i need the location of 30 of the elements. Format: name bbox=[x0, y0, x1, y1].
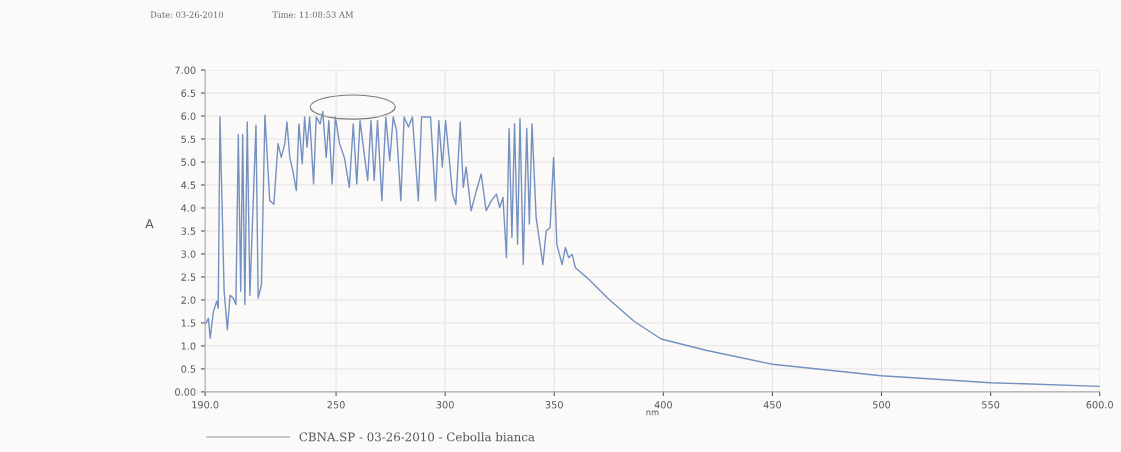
y-tick-label: 3.0 bbox=[181, 250, 196, 258]
text: Date: 03-26-2010 bbox=[150, 11, 224, 18]
y-tick-label: 2.0 bbox=[181, 296, 196, 304]
y-tick-label: 5.0 bbox=[181, 158, 196, 166]
x-tick-label: 190.0 bbox=[192, 401, 219, 409]
line-series bbox=[205, 110, 1100, 388]
x-tick-label: 350 bbox=[545, 401, 563, 409]
x-tick-label: 450 bbox=[763, 401, 782, 409]
y-tick-label: 0.5 bbox=[181, 365, 196, 373]
x-axis-title: nm bbox=[646, 410, 659, 416]
y-tick-label: 0.00 bbox=[175, 388, 196, 396]
y-axis-title: A bbox=[145, 219, 154, 229]
y-tick-label: 5.5 bbox=[181, 135, 196, 143]
x-tick-label: 300 bbox=[436, 401, 454, 409]
y-tick-label: 1.5 bbox=[181, 319, 196, 327]
x-tick-label: 550 bbox=[982, 401, 1000, 409]
y-tick-label: 2.5 bbox=[181, 273, 196, 281]
y-tick-label: 6.5 bbox=[181, 89, 196, 97]
x-tick-label: 600.0 bbox=[1086, 401, 1113, 409]
x-tick-label: 500 bbox=[872, 401, 891, 409]
y-tick-label: 1.0 bbox=[181, 342, 196, 350]
x-tick-label: 400 bbox=[654, 401, 672, 409]
y-tick-label: 6.0 bbox=[181, 112, 196, 120]
y-tick-label: 4.0 bbox=[181, 204, 196, 212]
text: Time: 11:08:53 AM bbox=[272, 11, 354, 18]
y-tick-label: 7.00 bbox=[175, 66, 196, 74]
x-tick-label: 250 bbox=[327, 401, 345, 409]
y-tick-label: 4.5 bbox=[181, 181, 196, 189]
y-tick-label: 3.5 bbox=[181, 227, 196, 235]
text: CBNA.SP - 03-26-2010 - Cebolla bianca bbox=[299, 432, 535, 442]
